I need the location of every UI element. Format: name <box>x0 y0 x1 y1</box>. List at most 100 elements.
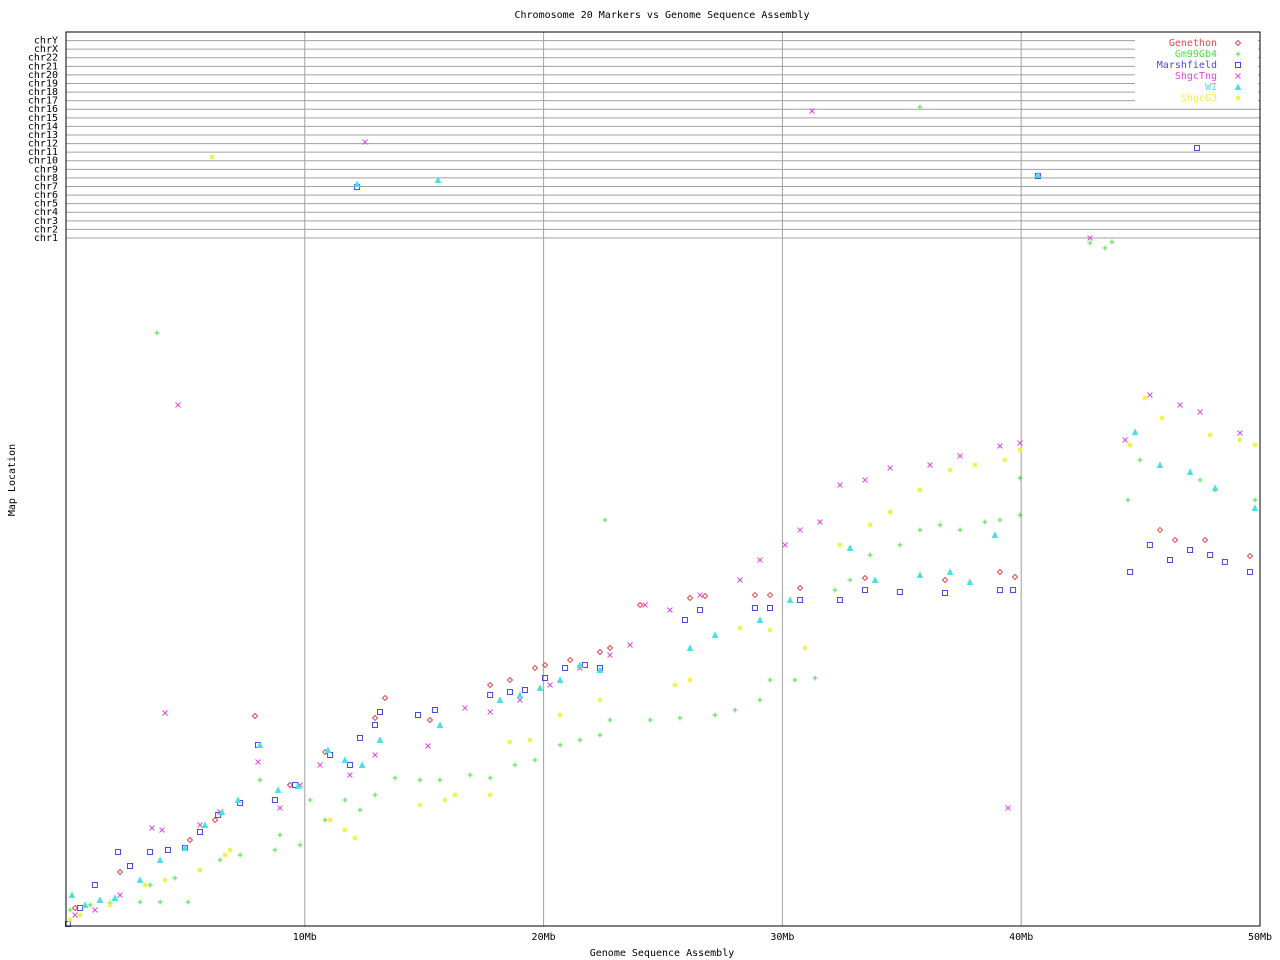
marker-diamond <box>1156 526 1164 534</box>
marker-triangle <box>436 721 444 729</box>
marker-square <box>1235 62 1241 68</box>
y-tick-label: chr14 <box>28 121 58 132</box>
marker-square <box>1127 568 1134 575</box>
marker-diamond <box>371 714 379 722</box>
marker-star <box>767 627 773 633</box>
legend-label: ShgcG3 <box>1181 93 1217 104</box>
marker-plus <box>357 807 363 813</box>
marker-cross <box>362 139 368 145</box>
marker-star <box>887 509 893 515</box>
marker-star <box>209 154 215 160</box>
marker-cross <box>72 912 78 918</box>
marker-triangle <box>786 596 794 603</box>
marker-triangle <box>946 568 954 575</box>
marker-plus <box>1102 245 1108 251</box>
marker-star <box>1237 437 1243 443</box>
marker-diamond <box>566 656 574 664</box>
marker-cross <box>797 527 803 533</box>
marker-triangle <box>1156 461 1164 468</box>
marker-cross <box>162 710 168 716</box>
marker-square <box>126 863 133 870</box>
marker-triangle <box>1211 484 1219 492</box>
marker-plus <box>372 792 378 798</box>
y-tick-label: chr6 <box>34 190 58 201</box>
marker-diamond <box>1171 536 1179 544</box>
marker-triangle <box>846 544 854 552</box>
y-tick-label: chr13 <box>28 130 58 141</box>
marker-star <box>227 847 233 853</box>
chart-title: Chromosome 20 Markers vs Genome Sequence… <box>514 10 809 21</box>
marker-triangle <box>1251 504 1259 511</box>
marker-star <box>527 737 533 743</box>
marker-square <box>1221 558 1228 565</box>
marker-plus <box>847 577 853 583</box>
y-tick-label: chr18 <box>28 87 58 98</box>
marker-star <box>1017 447 1023 453</box>
marker-star <box>162 877 168 883</box>
marker-triangle <box>516 691 524 698</box>
marker-plus <box>677 715 683 721</box>
marker-cross <box>1177 402 1183 408</box>
marker-cross <box>957 453 963 459</box>
y-tick-label: chr21 <box>28 61 58 72</box>
marker-diamond <box>71 904 79 912</box>
marker-star <box>837 542 843 548</box>
y-tick-label: chr15 <box>28 113 58 124</box>
marker-square <box>377 708 384 715</box>
marker-star <box>222 852 228 858</box>
marker-diamond <box>606 644 614 652</box>
marker-cross <box>862 477 868 483</box>
marker-plus <box>392 775 398 781</box>
marker-cross <box>607 652 613 658</box>
marker-cross <box>425 743 431 749</box>
marker-cross <box>255 759 261 765</box>
marker-triangle <box>201 821 209 828</box>
marker-cross <box>1237 430 1243 436</box>
marker-plus <box>237 852 243 858</box>
marker-plus <box>147 882 153 888</box>
marker-cross <box>837 482 843 488</box>
marker-star <box>107 902 113 908</box>
marker-square <box>1010 587 1017 594</box>
marker-star <box>917 487 923 493</box>
marker-cross <box>92 907 98 913</box>
x-tick-label: 10Mb <box>293 932 317 943</box>
marker-plus <box>1137 457 1143 463</box>
marker-plus <box>767 677 773 683</box>
marker-plus <box>1252 497 1258 503</box>
y-tick-label: chr16 <box>28 104 58 115</box>
marker-square <box>91 881 98 888</box>
marker-square <box>896 589 903 596</box>
marker-star <box>77 912 83 918</box>
marker-plus <box>172 875 178 881</box>
marker-triangle <box>256 741 264 748</box>
marker-diamond <box>116 868 124 876</box>
marker-cross <box>159 827 165 833</box>
marker-star <box>67 917 73 923</box>
marker-cross <box>737 577 743 583</box>
marker-star <box>1127 442 1133 448</box>
y-tick-label: chr8 <box>34 173 58 184</box>
marker-plus <box>1235 51 1241 57</box>
marker-star <box>452 792 458 798</box>
marker-square <box>996 587 1003 594</box>
marker-plus <box>437 777 443 783</box>
legend-label: Genethon <box>1169 38 1217 49</box>
marker-plus <box>957 527 963 533</box>
marker-square <box>521 686 528 693</box>
marker-diamond <box>941 576 949 584</box>
marker-plus <box>417 777 423 783</box>
legend-label: Marshfield <box>1157 60 1217 71</box>
marker-star <box>507 739 513 745</box>
marker-triangle <box>353 180 361 187</box>
marker-star <box>352 835 358 841</box>
marker-triangle <box>496 696 504 703</box>
marker-triangle <box>218 808 226 816</box>
marker-triangle <box>358 761 366 768</box>
marker-plus <box>982 519 988 525</box>
marker-square <box>581 662 588 669</box>
marker-plus <box>154 330 160 336</box>
marker-plus <box>577 737 583 743</box>
marker-cross <box>277 805 283 811</box>
